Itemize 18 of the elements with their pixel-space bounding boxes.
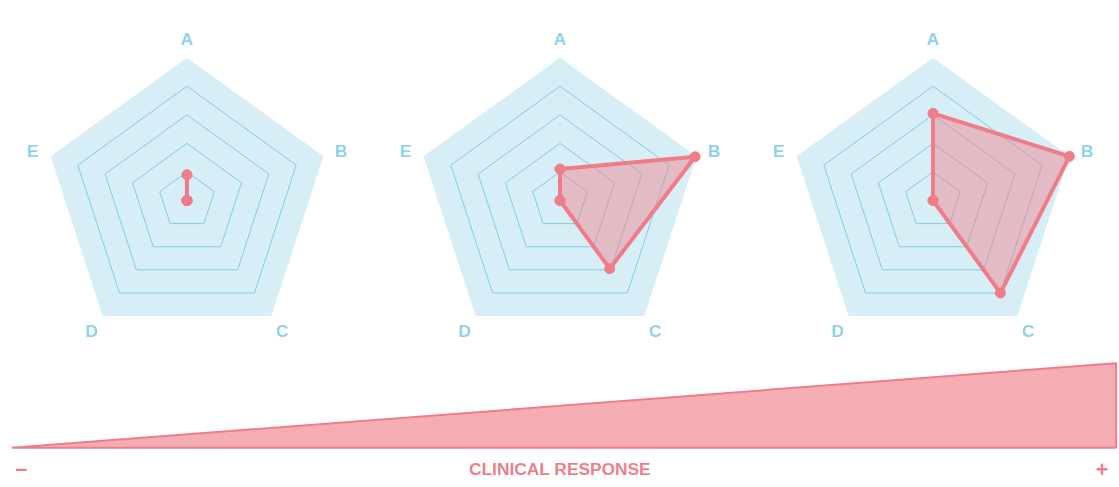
spoke-label: A — [926, 29, 940, 50]
spoke-label: E — [27, 140, 39, 161]
spoke-label: B — [334, 140, 348, 161]
spoke-label: B — [707, 140, 721, 161]
spoke-label: C — [276, 321, 290, 342]
spoke-label: D — [458, 321, 471, 342]
spoke-label: A — [180, 29, 194, 50]
text: − — [15, 457, 28, 482]
spoke-label: E — [400, 140, 412, 161]
spoke-label: B — [1080, 140, 1094, 161]
text: CLINICAL RESPONSE — [469, 459, 651, 479]
spoke-label: D — [85, 321, 98, 342]
text: + — [1095, 457, 1109, 482]
spoke-label: C — [649, 321, 663, 342]
spoke-label: E — [773, 140, 785, 161]
spoke-label: C — [1022, 321, 1036, 342]
spoke-label: A — [553, 29, 567, 50]
spoke-label: D — [831, 321, 844, 342]
